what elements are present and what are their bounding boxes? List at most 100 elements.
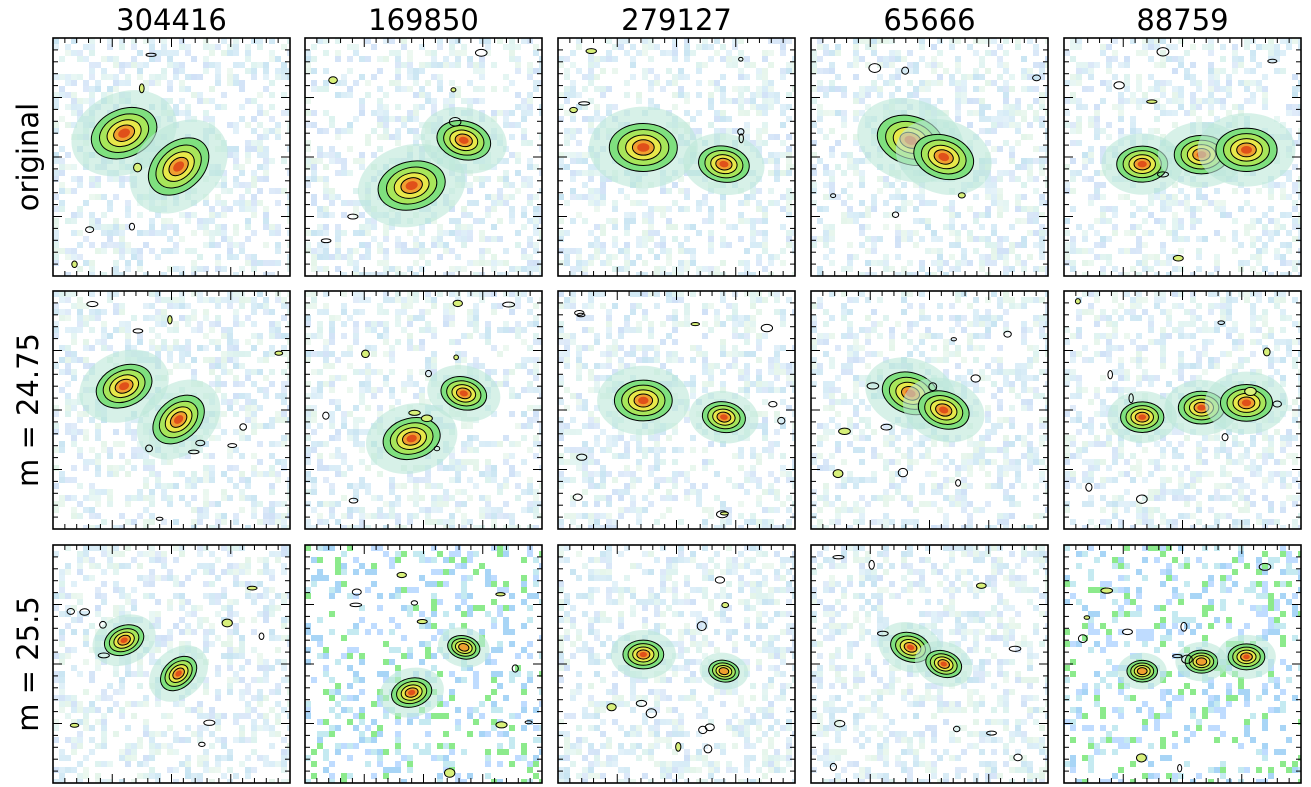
noise-pixel [497,38,503,44]
noise-pixel [191,248,197,254]
noise-pixel [937,50,943,56]
noise-pixel [1021,134,1027,140]
noise-pixel [883,200,889,206]
noise-pixel [101,489,107,495]
noise-pixel [257,44,263,50]
noise-pixel [690,116,696,122]
noise-pixel [955,92,961,98]
noise-pixel [901,230,907,236]
noise-pixel [1232,68,1238,74]
noise-pixel [515,92,521,98]
noise-pixel [1124,62,1130,68]
noise-pixel [714,128,720,134]
noise-pixel [311,248,317,254]
noise-pixel [227,399,233,405]
noise-pixel [305,62,311,68]
noise-pixel [1190,272,1196,278]
noise-pixel [756,230,762,236]
noise-pixel [612,200,618,206]
noise-pixel [119,80,125,86]
noise-pixel [341,254,347,260]
noise-pixel [227,339,233,345]
noise-pixel [588,68,594,74]
noise-pixel [245,351,251,357]
noise-pixel [341,158,347,164]
noise-pixel [1009,74,1015,80]
noise-pixel [53,230,59,236]
noise-pixel [149,519,155,525]
noise-pixel [89,291,95,297]
noise-pixel [1064,182,1070,188]
noise-pixel [365,242,371,248]
noise-pixel [1021,260,1027,266]
noise-pixel [1292,74,1298,80]
noise-pixel [570,170,576,176]
noise-pixel [59,477,65,483]
noise-pixel [221,399,227,405]
noise-pixel [588,200,594,206]
noise-pixel [377,68,383,74]
noise-pixel [185,321,191,327]
noise-pixel [720,242,726,248]
noise-pixel [101,248,107,254]
noise-pixel [329,194,335,200]
noise-pixel [756,134,762,140]
noise-pixel [1232,104,1238,110]
noise-pixel [245,158,251,164]
noise-pixel [1154,104,1160,110]
noise-pixel [251,333,257,339]
noise-pixel [371,387,377,393]
noise-pixel [1220,98,1226,104]
noise-pixel [1100,182,1106,188]
noise-pixel [1148,212,1154,218]
noise-pixel [269,345,275,351]
noise-pixel [847,260,853,266]
noise-pixel [533,260,539,266]
noise-pixel [1124,56,1130,62]
noise-pixel [521,182,527,188]
noise-pixel [467,98,473,104]
noise-pixel [738,92,744,98]
noise-pixel [1172,110,1178,116]
noise-pixel [479,38,485,44]
noise-pixel [215,357,221,363]
noise-pixel [53,38,59,44]
noise-pixel [913,242,919,248]
noise-pixel [925,224,931,230]
noise-pixel [720,86,726,92]
noise-pixel [1039,158,1045,164]
noise-pixel [359,507,365,513]
noise-pixel [311,441,317,447]
noise-pixel [871,272,877,278]
noise-pixel [1214,200,1220,206]
noise-pixel [1009,158,1015,164]
noise-pixel [203,489,209,495]
noise-pixel [83,44,89,50]
noise-pixel [83,86,89,92]
noise-pixel [780,206,786,212]
noise-pixel [227,122,233,128]
noise-pixel [1244,86,1250,92]
noise-pixel [455,56,461,62]
noise-pixel [263,242,269,248]
noise-pixel [1196,206,1202,212]
noise-pixel [125,423,131,429]
noise-pixel [744,128,750,134]
noise-pixel [684,38,690,44]
noise-pixel [323,80,329,86]
noise-pixel [624,212,630,218]
noise-pixel [323,110,329,116]
noise-pixel [1292,182,1298,188]
noise-pixel [871,44,877,50]
noise-pixel [630,56,636,62]
noise-pixel [395,321,401,327]
noise-pixel [1003,110,1009,116]
noise-pixel [233,447,239,453]
noise-pixel [263,152,269,158]
noise-pixel [503,110,509,116]
noise-pixel [955,212,961,218]
noise-pixel [708,236,714,242]
noise-pixel [269,116,275,122]
noise-pixel [221,513,227,519]
noise-pixel [221,188,227,194]
